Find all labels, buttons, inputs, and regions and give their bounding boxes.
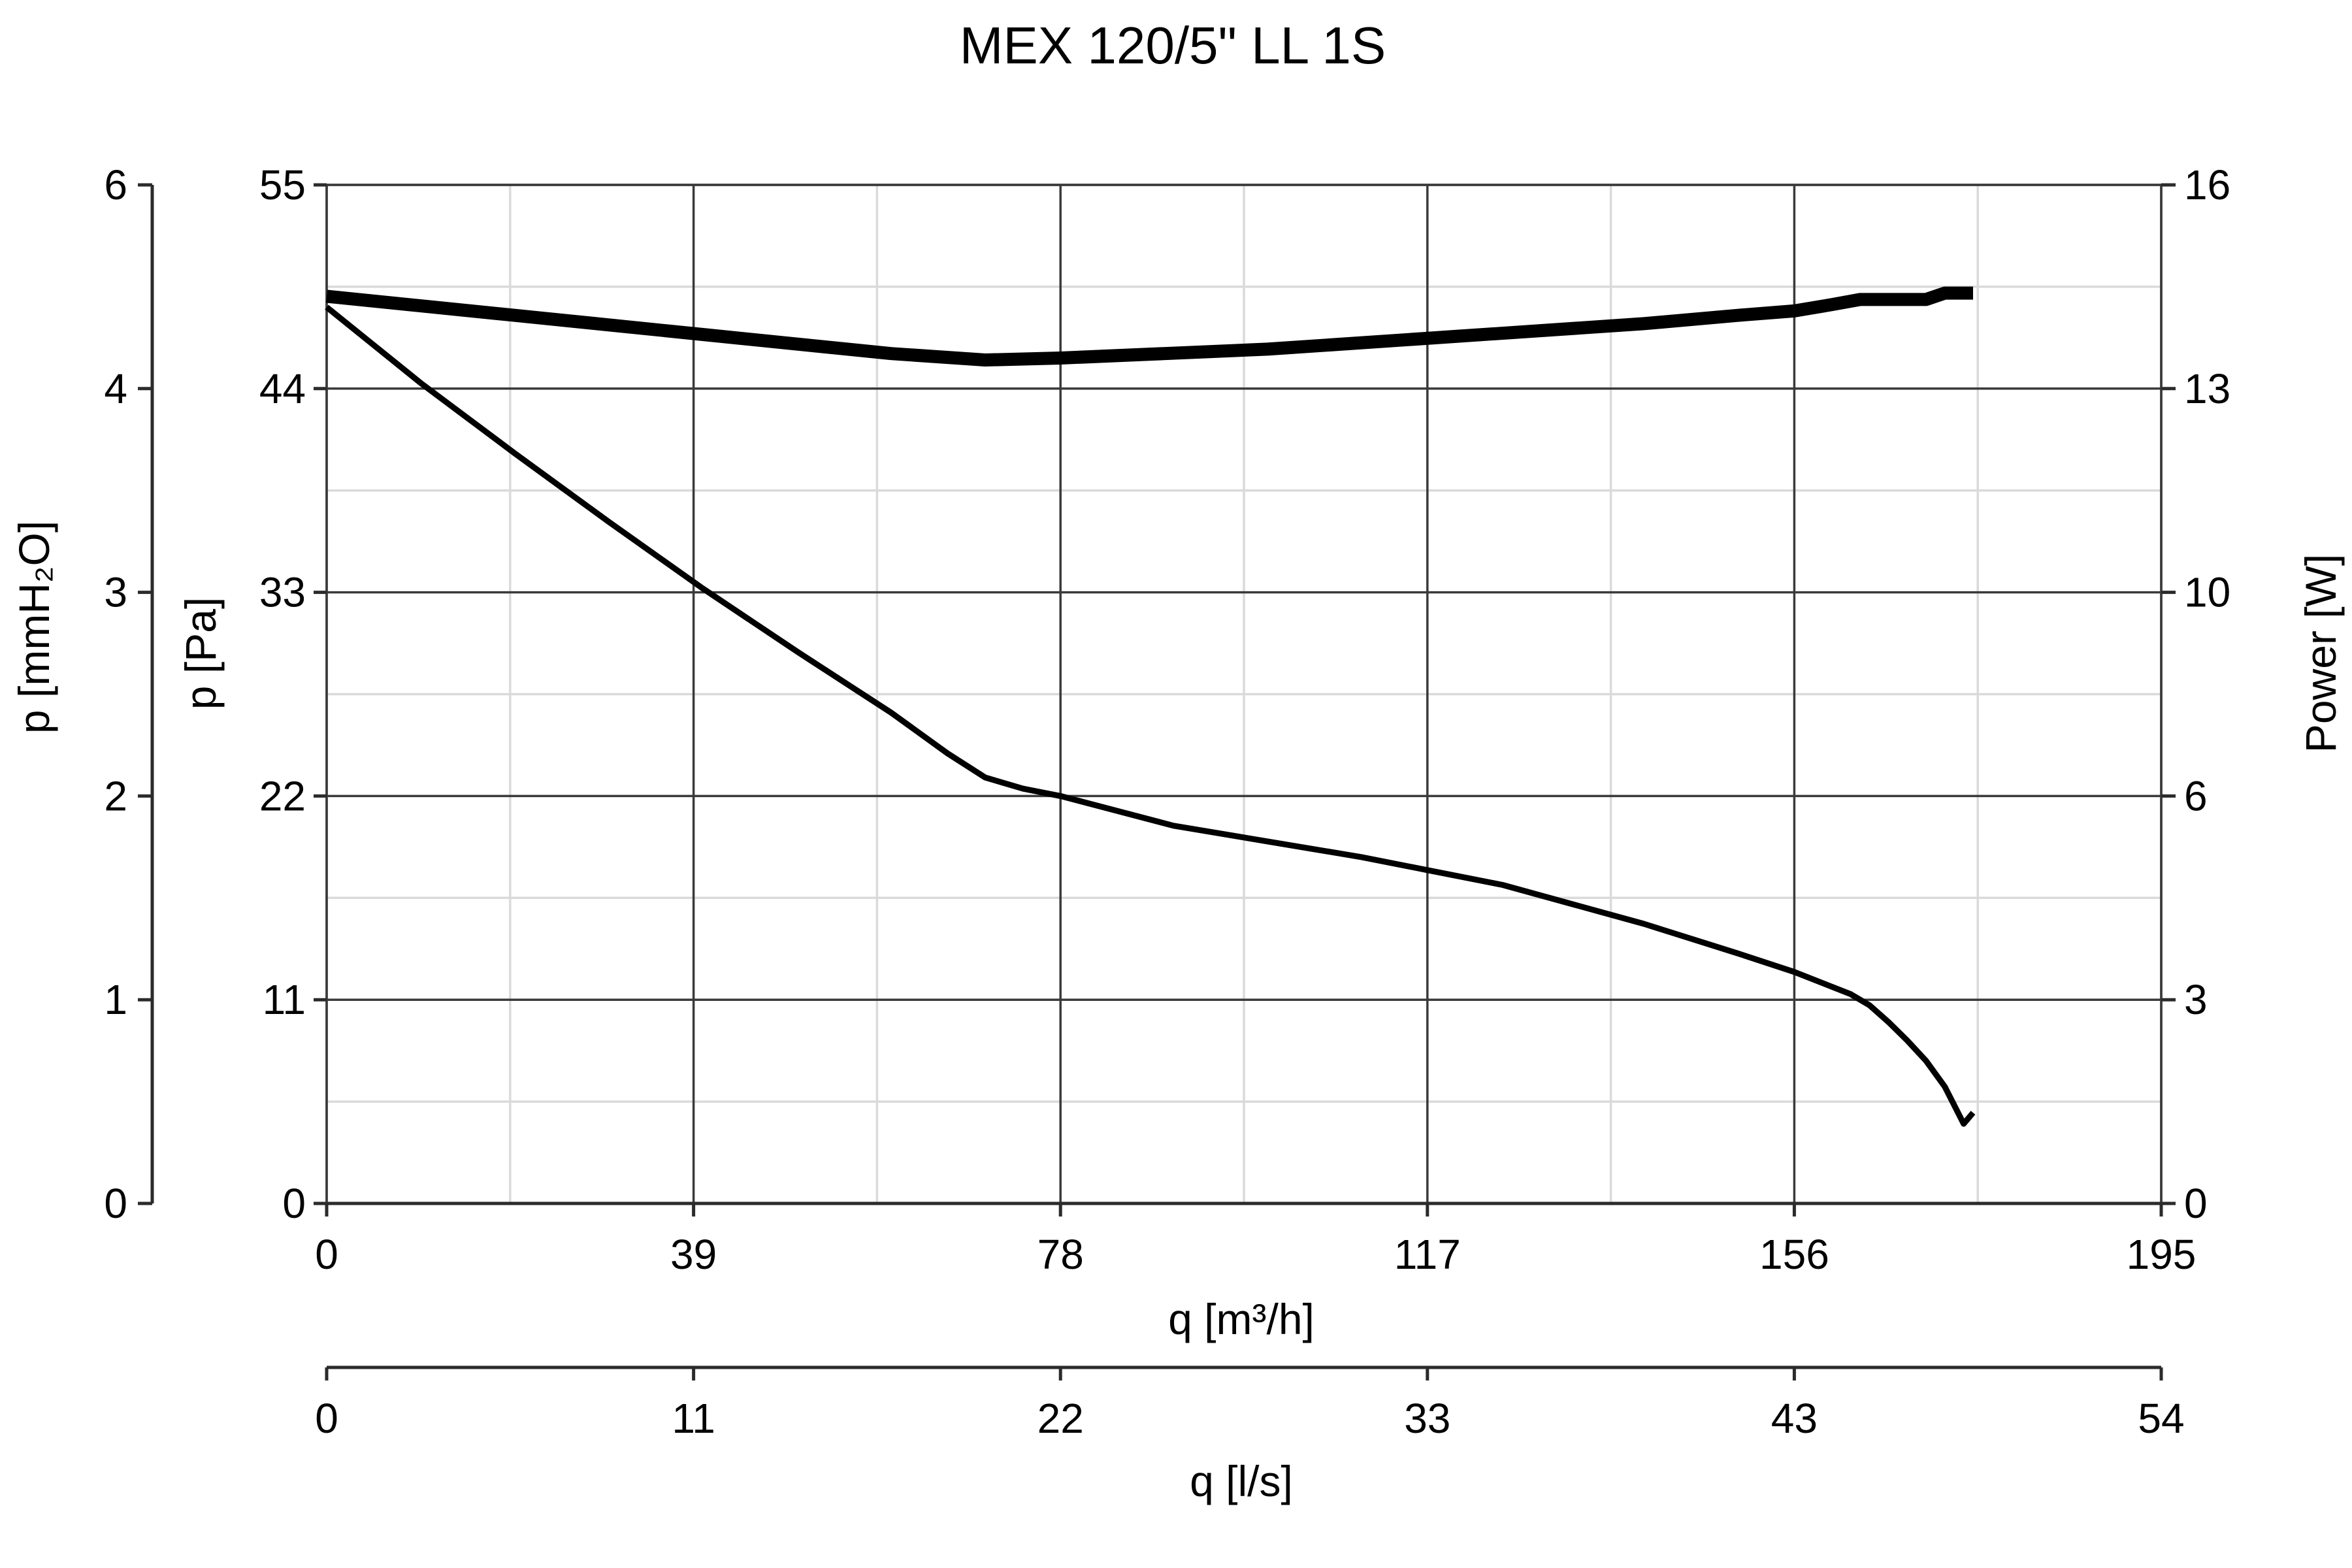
- x2-tick-label: 33: [1404, 1395, 1450, 1442]
- labels: MEX 120/5" LL 1S q [m³/h] q [l/s] p [Pa]…: [10, 16, 2345, 1505]
- y-outer-tick-label: 0: [104, 1180, 127, 1227]
- x2-tick-label: 0: [315, 1395, 338, 1442]
- y-tick-label: 33: [259, 569, 306, 616]
- y-right-tick-label: 3: [2184, 976, 2208, 1023]
- grid: [325, 184, 2163, 1205]
- y-tick-label: 44: [259, 365, 306, 412]
- y-right-tick-label: 0: [2184, 1180, 2208, 1227]
- x-axis-label: q [m³/h]: [1168, 1295, 1315, 1343]
- y-tick-label: 22: [259, 772, 306, 819]
- power-curve-line: [325, 286, 1973, 367]
- y-right-tick-label: 13: [2184, 365, 2230, 412]
- x-tick-label: 156: [1759, 1231, 1829, 1278]
- y-outer-tick-label: 4: [104, 365, 127, 412]
- x-tick-label: 78: [1037, 1231, 1084, 1278]
- y-right-axis-label: Power [W]: [2296, 554, 2345, 753]
- pressure-curve-line: [325, 304, 1976, 1127]
- x-tick-label: 39: [670, 1231, 717, 1278]
- axes: [138, 183, 2176, 1380]
- x-tick-label: 195: [2127, 1231, 2197, 1278]
- x-tick-label: 117: [1394, 1231, 1461, 1278]
- y-right-tick-label: 10: [2184, 569, 2230, 616]
- x-tick-label: 0: [315, 1231, 338, 1278]
- y-tick-label: 0: [282, 1180, 306, 1227]
- y-outer-tick-label: 2: [104, 772, 127, 819]
- y-tick-label: 11: [263, 976, 306, 1023]
- y-outer-axis-label: p [mmH₂O]: [10, 521, 58, 734]
- y-outer-tick-label: 6: [104, 161, 127, 208]
- x2-tick-label: 22: [1037, 1395, 1084, 1442]
- x2-axis-label: q [l/s]: [1190, 1457, 1293, 1505]
- x2-tick-label: 11: [672, 1395, 715, 1442]
- y-tick-label: 55: [259, 161, 306, 208]
- y-right-tick-label: 16: [2184, 161, 2230, 208]
- x2-tick-label: 43: [1771, 1395, 1818, 1442]
- data-series: [325, 286, 1976, 1127]
- chart-title: MEX 120/5" LL 1S: [960, 16, 1386, 74]
- y-outer-tick-label: 3: [104, 569, 127, 616]
- y-right-tick-label: 6: [2184, 772, 2208, 819]
- y-outer-tick-label: 1: [104, 976, 127, 1023]
- y-axis-label: p [Pa]: [176, 597, 225, 710]
- x2-tick-label: 54: [2138, 1395, 2184, 1442]
